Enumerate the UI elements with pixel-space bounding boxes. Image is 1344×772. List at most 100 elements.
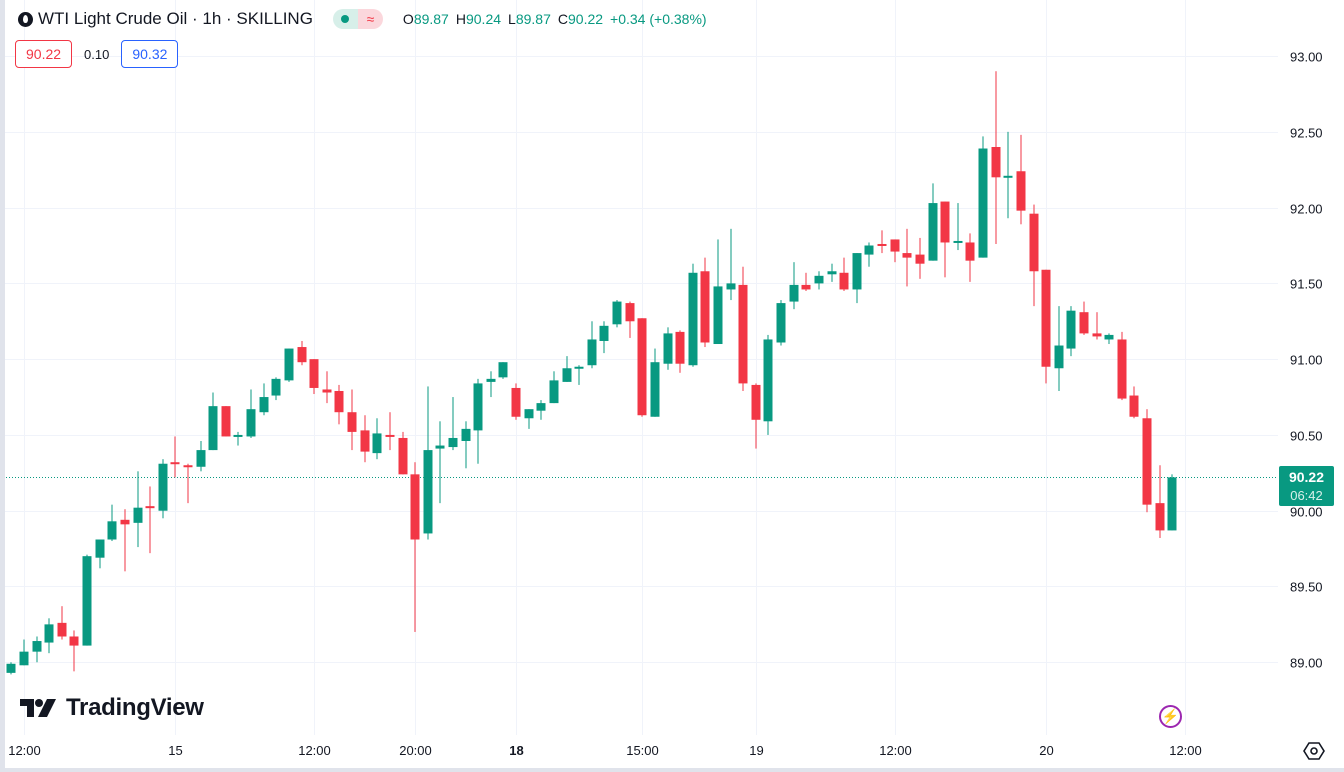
candle-up[interactable]: [461, 421, 471, 469]
candle-up[interactable]: [650, 348, 660, 417]
candle-down[interactable]: [890, 239, 900, 263]
candle-up[interactable]: [82, 554, 92, 646]
candle-up[interactable]: [284, 348, 294, 382]
candle-up[interactable]: [1104, 333, 1114, 345]
candle-up[interactable]: [612, 300, 622, 328]
candle-up[interactable]: [814, 271, 824, 290]
candle-up[interactable]: [19, 639, 29, 666]
tradingview-logo[interactable]: TradingView: [20, 694, 204, 722]
candle-up[interactable]: [852, 253, 862, 304]
candle-down[interactable]: [347, 389, 357, 451]
candle-down[interactable]: [1142, 409, 1152, 513]
candle-up[interactable]: [423, 386, 433, 540]
market-status-pill[interactable]: ≈: [332, 9, 383, 29]
candlestick-chart[interactable]: [0, 0, 1278, 735]
candle-up[interactable]: [953, 203, 963, 251]
candle-down[interactable]: [1117, 331, 1127, 401]
settings-icon[interactable]: [1303, 741, 1325, 761]
candle-down[interactable]: [334, 384, 344, 425]
candle-up[interactable]: [1003, 131, 1013, 219]
candle-up[interactable]: [726, 228, 736, 301]
candle-down[interactable]: [751, 383, 761, 449]
candle-up[interactable]: [688, 263, 698, 367]
candle-up[interactable]: [1167, 474, 1177, 531]
candle-up[interactable]: [95, 539, 105, 569]
buy-button[interactable]: 90.32: [121, 40, 179, 68]
candle-up[interactable]: [789, 262, 799, 310]
candle-down[interactable]: [69, 630, 79, 672]
candle-up[interactable]: [574, 365, 584, 385]
candle-up[interactable]: [776, 300, 786, 346]
candle-down[interactable]: [309, 359, 319, 395]
candle-up[interactable]: [536, 400, 546, 420]
sell-button[interactable]: 90.22: [15, 40, 73, 68]
candle-down[interactable]: [625, 301, 635, 338]
candle-up[interactable]: [259, 383, 269, 416]
candle-down[interactable]: [940, 201, 950, 278]
candle-down[interactable]: [991, 71, 1001, 244]
candle-up[interactable]: [246, 389, 256, 438]
candle-up[interactable]: [1054, 306, 1064, 391]
symbol-title[interactable]: WTI Light Crude Oil · 1h · SKILLING: [38, 9, 313, 28]
candle-down[interactable]: [360, 415, 370, 463]
candle-down[interactable]: [57, 606, 67, 640]
candle-up[interactable]: [271, 377, 281, 401]
candle-up[interactable]: [763, 334, 773, 435]
candle-up[interactable]: [473, 378, 483, 464]
candle-up[interactable]: [864, 242, 874, 267]
candle-down[interactable]: [1079, 301, 1089, 335]
candle-down[interactable]: [1029, 204, 1039, 307]
candle-down[interactable]: [637, 318, 647, 417]
candle-down[interactable]: [398, 431, 408, 475]
candle-down[interactable]: [801, 272, 811, 291]
candle-up[interactable]: [587, 321, 597, 369]
candle-down[interactable]: [170, 436, 180, 478]
candle-up[interactable]: [158, 459, 168, 519]
candle-down[interactable]: [877, 230, 887, 254]
candle-up[interactable]: [32, 636, 42, 663]
candle-down[interactable]: [120, 509, 130, 572]
candle-up[interactable]: [978, 136, 988, 258]
candle-down[interactable]: [902, 228, 912, 287]
candle-up[interactable]: [549, 371, 559, 404]
candle-up[interactable]: [448, 397, 458, 451]
candle-up[interactable]: [372, 418, 382, 460]
candle-up[interactable]: [133, 471, 143, 548]
candle-up[interactable]: [713, 239, 723, 345]
candle-down[interactable]: [738, 266, 748, 391]
candle-up[interactable]: [107, 504, 117, 542]
candle-up[interactable]: [599, 321, 609, 354]
candle-up[interactable]: [562, 356, 572, 382]
candle-down[interactable]: [1041, 269, 1051, 384]
candle-down[interactable]: [1129, 386, 1139, 419]
candle-down[interactable]: [700, 257, 710, 348]
lightning-event-icon[interactable]: ⚡: [1159, 705, 1182, 728]
candle-up[interactable]: [1066, 306, 1076, 357]
candle-up[interactable]: [827, 263, 837, 282]
candle-up[interactable]: [435, 421, 445, 504]
candle-down[interactable]: [511, 383, 521, 420]
candle-down[interactable]: [1155, 465, 1165, 538]
candle-up[interactable]: [6, 662, 16, 675]
candle-up[interactable]: [663, 327, 673, 370]
candle-up[interactable]: [928, 183, 938, 261]
candle-up[interactable]: [208, 392, 218, 451]
candle-down[interactable]: [965, 233, 975, 282]
candle-down[interactable]: [1016, 134, 1026, 225]
candle-down[interactable]: [322, 371, 332, 404]
candle-up[interactable]: [44, 618, 54, 654]
candle-down[interactable]: [145, 486, 155, 554]
candle-up[interactable]: [524, 409, 534, 429]
candle-up[interactable]: [196, 441, 206, 472]
candle-up[interactable]: [486, 371, 496, 398]
candle-up[interactable]: [498, 362, 508, 379]
candle-down[interactable]: [915, 237, 925, 279]
candle-down[interactable]: [1092, 312, 1102, 340]
candle-down[interactable]: [183, 463, 193, 504]
candle-down[interactable]: [297, 340, 307, 366]
candle-down[interactable]: [410, 462, 420, 632]
candle-up[interactable]: [233, 431, 243, 446]
candle-down[interactable]: [221, 406, 231, 437]
candle-down[interactable]: [675, 330, 685, 373]
candle-down[interactable]: [385, 412, 395, 451]
